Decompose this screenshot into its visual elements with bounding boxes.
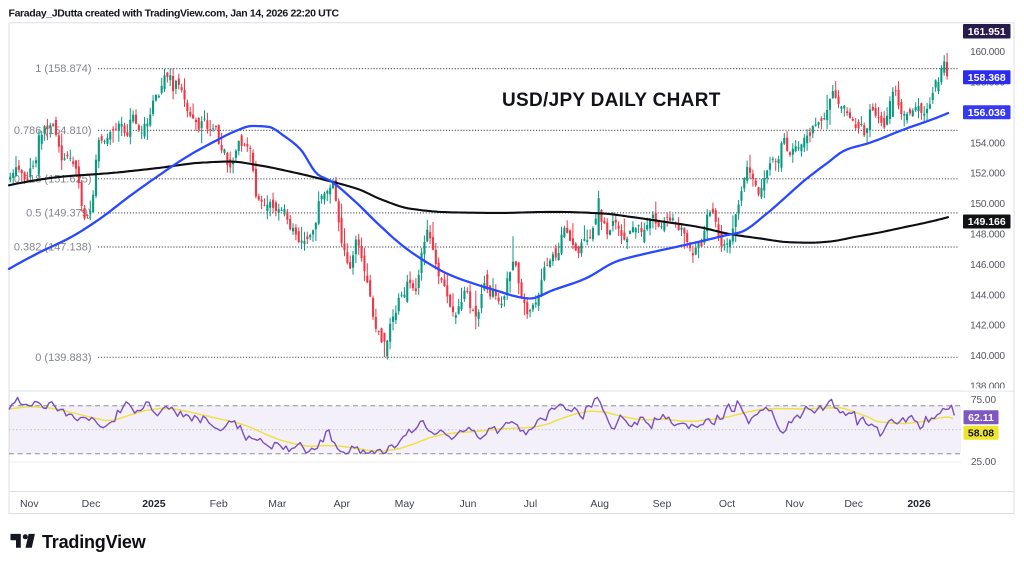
svg-text:62.11: 62.11 — [968, 412, 994, 424]
svg-text:Sep: Sep — [653, 498, 672, 510]
svg-text:Faraday_JDutta created with Tr: Faraday_JDutta created with TradingView.… — [9, 8, 340, 20]
svg-text:144.000: 144.000 — [970, 290, 1005, 301]
svg-text:160.000: 160.000 — [970, 47, 1005, 58]
svg-text:152.000: 152.000 — [970, 169, 1005, 180]
svg-text:156.036: 156.036 — [968, 107, 1006, 119]
svg-text:146.000: 146.000 — [970, 260, 1005, 271]
svg-text:149.166: 149.166 — [968, 216, 1006, 228]
svg-text:58.08: 58.08 — [968, 428, 994, 440]
svg-text:2025: 2025 — [142, 498, 166, 510]
svg-text:75.00: 75.00 — [971, 395, 996, 406]
svg-text:May: May — [395, 498, 416, 510]
svg-text:Feb: Feb — [210, 498, 228, 510]
svg-text:TradingView: TradingView — [42, 532, 147, 552]
svg-text:2026: 2026 — [907, 498, 931, 510]
svg-text:140.000: 140.000 — [970, 351, 1005, 362]
svg-text:138.000: 138.000 — [970, 382, 1005, 393]
svg-text:150.000: 150.000 — [970, 199, 1005, 210]
svg-text:142.000: 142.000 — [970, 321, 1005, 332]
svg-text:Jul: Jul — [524, 498, 537, 510]
svg-text:USD/JPY DAILY CHART: USD/JPY DAILY CHART — [502, 90, 721, 111]
svg-text:158.368: 158.368 — [968, 72, 1006, 84]
svg-text:Jun: Jun — [460, 498, 477, 510]
svg-text:Dec: Dec — [82, 498, 101, 510]
svg-text:Apr: Apr — [334, 498, 351, 510]
svg-text:0.5 (149.379): 0.5 (149.379) — [26, 208, 91, 220]
svg-text:0.382 (147.138): 0.382 (147.138) — [14, 242, 92, 254]
svg-text:161.951: 161.951 — [968, 26, 1006, 38]
svg-text:25.00: 25.00 — [971, 457, 996, 468]
svg-text:0.786 (154.810): 0.786 (154.810) — [14, 125, 92, 137]
svg-text:Dec: Dec — [844, 498, 863, 510]
svg-text:1 (158.874): 1 (158.874) — [35, 63, 91, 75]
svg-text:Mar: Mar — [268, 498, 287, 510]
svg-text:Nov: Nov — [20, 498, 39, 510]
svg-text:Nov: Nov — [785, 498, 804, 510]
svg-text:0 (139.883): 0 (139.883) — [35, 352, 91, 364]
svg-text:Oct: Oct — [719, 498, 735, 510]
svg-text:Aug: Aug — [590, 498, 609, 510]
svg-text:154.000: 154.000 — [970, 138, 1005, 149]
svg-text:148.000: 148.000 — [970, 230, 1005, 241]
